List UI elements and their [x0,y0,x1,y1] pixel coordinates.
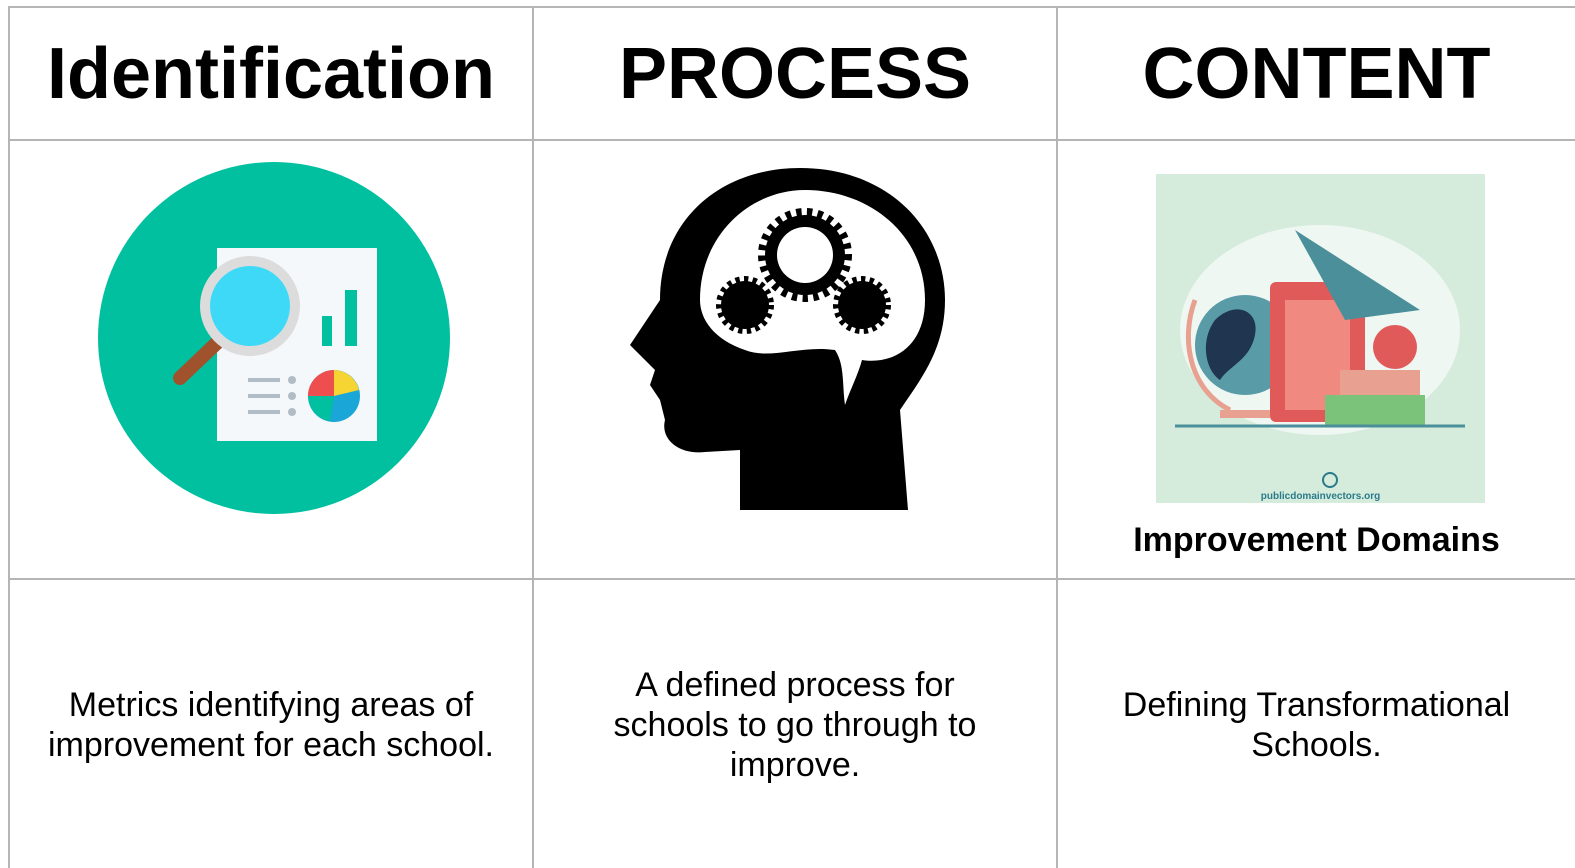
image-credit: publicdomainvectors.org [1260,490,1381,502]
analytics-icon [98,162,450,514]
description-text: Metrics identifying areas of improvement… [48,685,494,764]
description-cell: A defined process for schools to go thro… [534,581,1056,868]
head-gears-icon [630,168,945,510]
table-border [8,6,1575,8]
header-cell: PROCESS [618,34,972,114]
header-cell: CONTENT [1142,34,1491,114]
description-cell: Defining Transformational Schools. [1058,581,1575,868]
table-border [8,578,1575,580]
education-icon [1156,174,1485,503]
image-caption: Improvement Domains [1133,520,1500,559]
description-text: Defining Transformational Schools. [1122,685,1511,764]
table-border [8,139,1575,141]
description-cell: Metrics identifying areas of improvement… [10,581,532,868]
description-text: A defined process for schools to go thro… [613,665,977,784]
table-border [532,6,534,868]
header-cell: Identification [47,34,495,114]
table-border [8,6,10,868]
table-border [1056,6,1058,868]
